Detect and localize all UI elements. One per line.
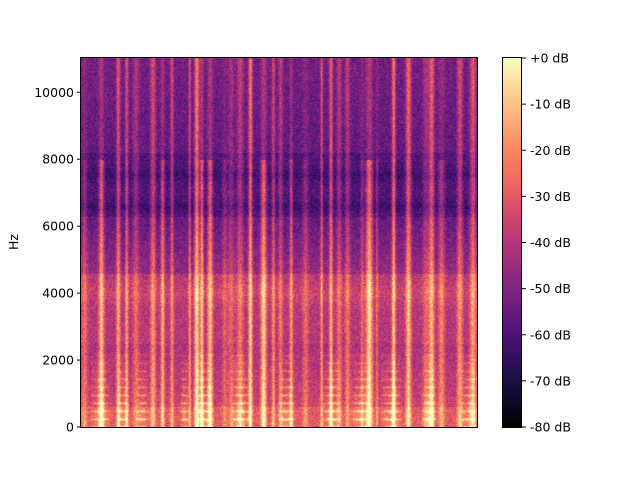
plot-frame [80, 57, 478, 428]
colorbar-tick-label: -50 dB [530, 281, 571, 296]
colorbar-axis: +0 dB -10 dB -20 dB -30 dB -40 dB -50 dB -60 d… [522, 51, 571, 435]
colorbar-tick-label: +0 dB [530, 51, 569, 66]
colorbar-tick-label: -10 dB [530, 97, 571, 112]
y-tick-label: 4000 [42, 286, 74, 301]
y-tick-label: 8000 [42, 152, 74, 167]
spectrogram-image [81, 58, 477, 427]
y-tick-label: 10000 [34, 85, 74, 100]
y-tick-label: 2000 [42, 353, 74, 368]
y-axis-label: Hz [6, 234, 21, 250]
colorbar-tick-label: -40 dB [530, 235, 571, 250]
colorbar-tick-label: -70 dB [530, 373, 571, 388]
y-tick-label: 0 [66, 420, 74, 435]
colorbar-tick-label: -30 dB [530, 189, 571, 204]
colorbar-tick-label: -80 dB [530, 420, 571, 435]
colorbar-frame [502, 57, 522, 428]
colorbar-tick-label: -60 dB [530, 327, 571, 342]
y-axis: 0 2000 4000 6000 8000 10000 [34, 85, 81, 435]
y-tick-label: 6000 [42, 219, 74, 234]
colorbar-tick-label: -20 dB [530, 143, 571, 158]
colorbar-gradient [503, 58, 521, 427]
